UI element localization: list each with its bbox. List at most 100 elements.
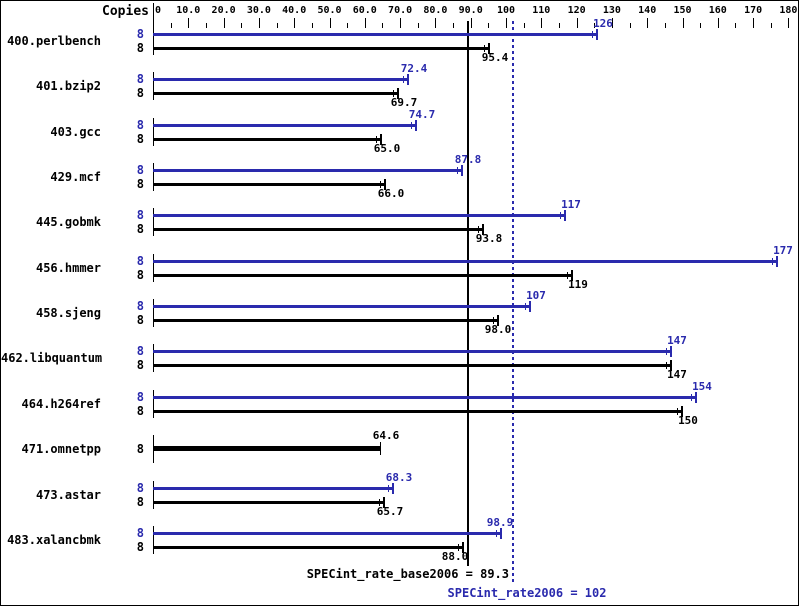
bar-end-marker bbox=[691, 394, 692, 401]
axis-major-tick bbox=[294, 18, 295, 28]
bar-end-marker bbox=[592, 31, 593, 38]
base-bar bbox=[153, 228, 484, 231]
base-bar bbox=[153, 501, 385, 504]
peak-bar bbox=[153, 396, 697, 399]
axis-major-tick bbox=[188, 18, 189, 28]
bar-end-marker bbox=[560, 212, 561, 219]
base-value-label: 66.0 bbox=[377, 187, 405, 200]
copies-value: 8 bbox=[136, 313, 144, 327]
axis-major-tick bbox=[259, 18, 260, 28]
benchmark-label: 401.bzip2 bbox=[35, 79, 101, 93]
bar-start-tick bbox=[153, 118, 154, 146]
peak-value-label: 107 bbox=[526, 289, 546, 302]
bar-end-marker bbox=[376, 136, 377, 143]
axis-minor-tick bbox=[771, 23, 772, 28]
axis-major-tick bbox=[577, 18, 578, 28]
bar-start-tick bbox=[153, 344, 154, 372]
peak-mean-line bbox=[512, 21, 514, 585]
bar-start-tick bbox=[153, 27, 154, 55]
peak-value-label: 98.9 bbox=[486, 516, 514, 529]
copies-value: 8 bbox=[136, 163, 144, 177]
copies-value: 8 bbox=[136, 177, 144, 191]
benchmark-label: 458.sjeng bbox=[35, 306, 101, 320]
peak-mean-label: SPECint_rate2006 = 102 bbox=[447, 586, 607, 600]
bar-end-marker bbox=[496, 530, 497, 537]
bar-end-marker bbox=[564, 210, 566, 221]
axis-major-tick bbox=[330, 18, 331, 28]
bar-start-tick bbox=[153, 254, 154, 282]
axis-tick-label: 160 bbox=[708, 5, 727, 16]
copies-value: 8 bbox=[136, 27, 144, 41]
axis-minor-tick bbox=[488, 23, 489, 28]
benchmark-label: 462.libquantum bbox=[1, 351, 103, 365]
axis-tick-label: 60.0 bbox=[352, 5, 377, 16]
axis-major-tick bbox=[224, 18, 225, 28]
peak-value-label: 74.7 bbox=[408, 108, 436, 121]
bar-start-tick bbox=[153, 208, 154, 236]
bar-end-marker bbox=[393, 90, 394, 97]
benchmark-label: 403.gcc bbox=[50, 125, 101, 139]
base-value-label: 147 bbox=[667, 368, 687, 381]
axis-tick-label: 0 bbox=[155, 5, 162, 16]
peak-bar bbox=[153, 260, 778, 263]
benchmark-label: 429.mcf bbox=[50, 170, 101, 184]
base-mean-label: SPECint_rate_base2006 = 89.3 bbox=[306, 567, 509, 581]
bar-end-marker bbox=[379, 499, 380, 506]
base-value-label: 65.0 bbox=[373, 142, 401, 155]
bar-end-marker bbox=[388, 485, 389, 492]
bar-end-marker bbox=[776, 256, 778, 267]
copies-value: 8 bbox=[136, 222, 144, 236]
axis-tick-label: 90.0 bbox=[458, 5, 483, 16]
copies-value: 8 bbox=[136, 254, 144, 268]
bar-end-marker bbox=[677, 408, 678, 415]
benchmark-label: 464.h264ref bbox=[21, 397, 101, 411]
bar-end-marker bbox=[384, 179, 386, 190]
benchmark-label: 483.xalancbmk bbox=[7, 533, 101, 547]
axis-minor-tick bbox=[559, 23, 560, 28]
peak-value-label: 126 bbox=[593, 17, 613, 30]
axis-tick-label: 170 bbox=[744, 5, 763, 16]
peak-value-label: 147 bbox=[667, 334, 687, 347]
copies-value: 8 bbox=[136, 268, 144, 282]
bar-end-marker bbox=[411, 122, 412, 129]
peak-bar bbox=[153, 33, 598, 36]
copies-value: 8 bbox=[136, 358, 144, 372]
axis-minor-tick bbox=[347, 23, 348, 28]
copies-value: 8 bbox=[136, 344, 144, 358]
peak-value-label: 72.4 bbox=[400, 62, 428, 75]
axis-major-tick bbox=[753, 18, 754, 28]
bar-start-tick bbox=[153, 299, 154, 327]
axis-tick-label: 140 bbox=[638, 5, 657, 16]
copies-value: 8 bbox=[136, 481, 144, 495]
bar-start-tick bbox=[153, 163, 154, 191]
bar-end-marker bbox=[567, 272, 568, 279]
base-bar bbox=[153, 410, 683, 413]
axis-tick-label: 40.0 bbox=[282, 5, 307, 16]
bar-end-marker bbox=[500, 528, 502, 539]
axis-tick-label: 30.0 bbox=[246, 5, 271, 16]
single-rate-bar bbox=[153, 446, 381, 451]
bar-end-marker bbox=[596, 29, 598, 40]
bar-end-marker bbox=[397, 88, 399, 99]
axis-tick-label: 150 bbox=[673, 5, 692, 16]
axis-minor-tick bbox=[171, 23, 172, 28]
axis-major-tick bbox=[541, 18, 542, 28]
copies-value: 8 bbox=[136, 132, 144, 146]
axis-minor-tick bbox=[241, 23, 242, 28]
base-value-label: 95.4 bbox=[481, 51, 509, 64]
bar-end-marker bbox=[392, 483, 394, 494]
benchmark-label: 471.omnetpp bbox=[21, 442, 101, 456]
benchmark-label: 445.gobmk bbox=[35, 215, 101, 229]
axis-tick-label: 80.0 bbox=[423, 5, 448, 16]
bar-end-marker bbox=[488, 43, 490, 54]
axis-minor-tick bbox=[418, 23, 419, 28]
base-bar bbox=[153, 92, 399, 95]
copies-value: 8 bbox=[136, 390, 144, 404]
bar-end-marker bbox=[493, 317, 494, 324]
base-value-label: 150 bbox=[678, 414, 698, 427]
copies-value: 8 bbox=[136, 442, 144, 456]
bar-end-marker bbox=[666, 348, 667, 355]
peak-bar bbox=[153, 169, 463, 172]
bar-end-marker bbox=[461, 165, 463, 176]
axis-tick-label: 130 bbox=[602, 5, 621, 16]
